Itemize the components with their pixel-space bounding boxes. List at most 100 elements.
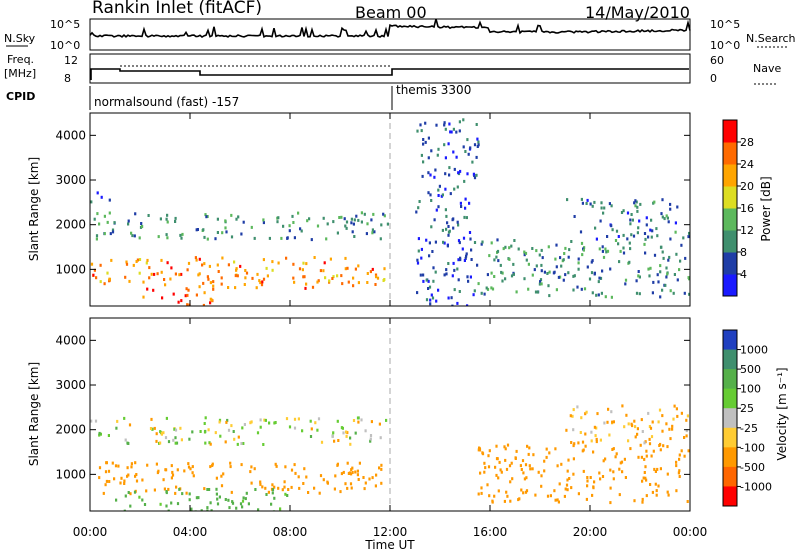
power-cell [444, 172, 447, 176]
velocity-cell [190, 507, 193, 511]
power-cell [577, 257, 580, 261]
velocity-cell [123, 479, 126, 483]
power-cell [663, 217, 666, 221]
power-cell [276, 220, 279, 224]
velocity-cell [596, 412, 599, 416]
velocity-colorbar: 1000 500 100 25 -25 -100 -500 -1000 [722, 329, 772, 507]
power-cell [629, 218, 632, 222]
power-colorbar-tick-label: 24 [740, 158, 754, 171]
velocity-cell [493, 494, 496, 498]
power-cell [198, 257, 201, 261]
power-cell [442, 240, 445, 244]
velocity-cell [633, 419, 636, 423]
velocity-cell [364, 481, 367, 485]
power-cell [371, 228, 374, 232]
velocity-colorbar-swatch [723, 369, 737, 390]
velocity-cell [123, 416, 126, 420]
velocity-cell [673, 404, 676, 408]
power-cell [445, 227, 448, 231]
velocity-cell [666, 490, 669, 494]
power-cell [165, 217, 168, 221]
power-cell [661, 215, 664, 219]
velocity-cell [649, 483, 652, 486]
power-cell [422, 279, 425, 283]
velocity-cell [256, 431, 260, 435]
velocity-cell [277, 486, 280, 490]
velocity-cell [123, 482, 126, 485]
noise-right-tick-bottom: 10^0 [710, 39, 740, 52]
velocity-cell [159, 430, 162, 434]
power-cell [455, 130, 458, 134]
power-cell [462, 118, 465, 122]
power-cell [601, 245, 604, 249]
power-cell [659, 295, 662, 299]
velocity-cell [656, 467, 659, 471]
power-cell [432, 266, 435, 270]
power-cell [350, 221, 353, 225]
velocity-cell [385, 418, 388, 422]
velocity-cell [159, 502, 162, 506]
velocity-cell [641, 430, 644, 433]
power-cell [527, 287, 530, 291]
power-cell [108, 277, 111, 281]
power-cell [95, 276, 98, 280]
power-cell [666, 216, 669, 220]
velocity-cell [346, 486, 349, 490]
velocity-cell [654, 470, 657, 473]
power-cell [235, 217, 238, 221]
nave-tick-bottom: 0 [710, 72, 717, 85]
power-cell [221, 256, 224, 260]
power-cell [458, 129, 461, 133]
velocity-cell [683, 436, 686, 439]
power-cell [469, 146, 472, 150]
velocity-cell [666, 445, 669, 449]
velocity-cell [218, 420, 221, 424]
power-cell [99, 263, 102, 267]
velocity-cell [127, 491, 130, 494]
velocity-cell [171, 470, 174, 474]
velocity-cell [188, 498, 191, 502]
velocity-cell [479, 471, 482, 475]
power-cell [651, 229, 654, 233]
velocity-cell [565, 483, 569, 487]
power-cell [237, 215, 240, 219]
velocity-cell [522, 471, 525, 475]
power-y-tick-label: 2000 [55, 218, 86, 232]
cpid-label: CPID [6, 90, 35, 103]
velocity-cell [294, 471, 297, 475]
velocity-cell [481, 452, 485, 456]
power-cell [471, 160, 474, 164]
velocity-cell [500, 470, 503, 474]
velocity-cell [124, 438, 127, 442]
velocity-cell [356, 416, 360, 420]
velocity-colorbar-tick-label: -500 [740, 461, 765, 474]
velocity-cell [509, 480, 512, 484]
velocity-cell [302, 482, 305, 485]
power-cell [125, 262, 129, 266]
power-cell [573, 274, 576, 278]
velocity-cell [171, 473, 175, 477]
power-cell [547, 245, 550, 249]
velocity-cell [593, 425, 596, 429]
velocity-cell [283, 485, 286, 489]
power-cell [672, 291, 675, 295]
velocity-cell [293, 417, 297, 421]
power-cell [441, 193, 444, 197]
nave-label: Nave [753, 62, 781, 75]
power-cell [473, 241, 477, 244]
power-cell [650, 235, 653, 239]
velocity-cell [143, 503, 147, 506]
power-colorbar-swatch [723, 186, 737, 209]
power-cell [581, 253, 584, 257]
power-colorbar-swatch [723, 252, 737, 275]
velocity-cell [563, 494, 566, 498]
velocity-cell [599, 438, 602, 442]
power-y-ticks: 1000 2000 3000 4000 [55, 128, 690, 276]
power-cell [416, 129, 419, 133]
velocity-cell [342, 431, 345, 435]
velocity-cell [319, 474, 323, 478]
velocity-cell [375, 473, 378, 477]
velocity-cell [488, 494, 491, 498]
power-cell [444, 208, 447, 212]
power-cell [434, 168, 437, 172]
